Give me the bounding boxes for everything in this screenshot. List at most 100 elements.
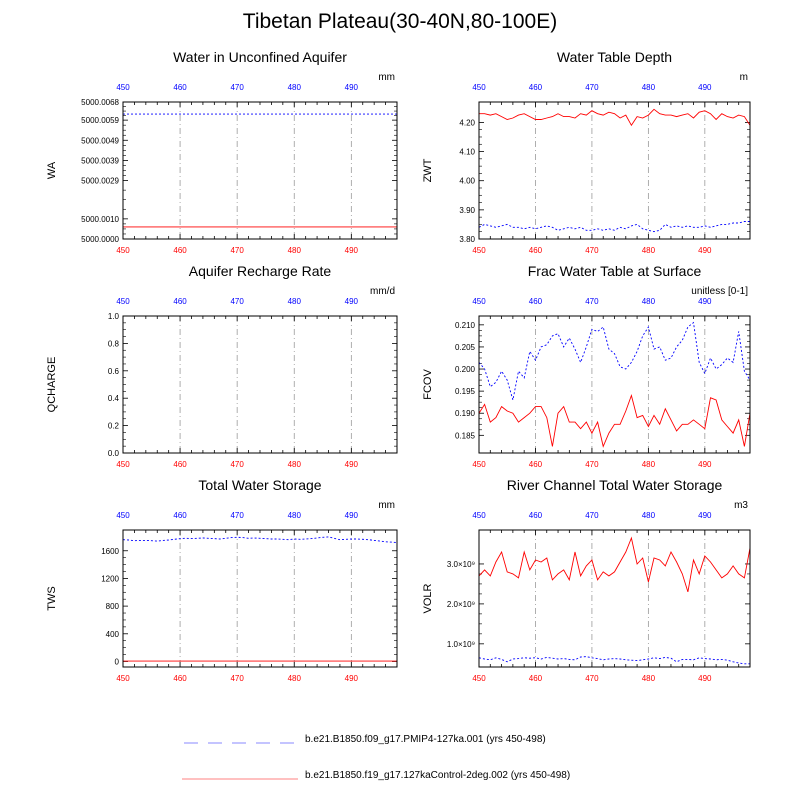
units-label: unitless [0-1] [691, 286, 748, 297]
x-tick-label-top: 470 [230, 83, 244, 92]
series-line-pmip [123, 536, 397, 543]
y-tick-label: 0.2 [108, 422, 120, 431]
x-tick-label-top: 480 [642, 83, 656, 92]
x-tick-label-top: 490 [698, 83, 712, 92]
plot-frame [478, 315, 751, 454]
x-tick-label-top: 460 [173, 297, 187, 306]
units-label: m3 [734, 500, 748, 511]
x-tick-label-bottom: 490 [698, 246, 712, 255]
x-tick-label-top: 490 [698, 297, 712, 306]
y-tick-label: 3.0×10⁹ [447, 560, 475, 569]
series-line-ctrl [479, 536, 750, 593]
legend-entry-pmip: b.e21.B1850.f09_g17.PMIP4-127ka.001 (yrs… [0, 732, 800, 752]
x-tick-label-bottom: 490 [698, 674, 712, 683]
x-tick-label-bottom: 470 [585, 460, 599, 469]
y-tick-label: 0.210 [455, 321, 476, 330]
x-tick-label-bottom: 450 [472, 674, 486, 683]
series-line-ctrl [479, 108, 750, 127]
panel-title: Aquifer Recharge Rate [189, 263, 332, 279]
y-tick-label: 0.190 [455, 409, 476, 418]
x-tick-label-bottom: 480 [642, 460, 656, 469]
y-tick-label: 0.185 [455, 431, 476, 440]
x-tick-label-top: 480 [288, 511, 302, 520]
y-tick-label: 0.8 [108, 339, 120, 348]
x-tick-label-bottom: 480 [642, 246, 656, 255]
x-tick-label-top: 490 [698, 511, 712, 520]
legend-entry-ctrl: b.e21.B1850.f19_g17.127kaControl-2deg.00… [0, 768, 800, 788]
y-tick-label: 0.195 [455, 387, 476, 396]
x-tick-label-top: 480 [288, 297, 302, 306]
x-tick-label-top: 460 [173, 83, 187, 92]
x-tick-label-top: 460 [529, 297, 543, 306]
y-axis-label: ZWT [422, 158, 434, 182]
panel-title: Water in Unconfined Aquifer [173, 49, 347, 65]
series-line-pmip [479, 221, 750, 233]
x-tick-label-top: 470 [585, 83, 599, 92]
units-label: mm/d [370, 286, 395, 297]
y-tick-label: 3.90 [459, 206, 475, 215]
x-tick-label-top: 470 [230, 511, 244, 520]
panel-title: Frac Water Table at Surface [528, 263, 702, 279]
plot-frame [478, 529, 751, 668]
panel-title: River Channel Total Water Storage [507, 477, 723, 493]
series-line-pmip [479, 321, 750, 401]
units-label: mm [378, 500, 395, 511]
x-tick-label-bottom: 470 [585, 674, 599, 683]
y-axis-label: TWS [46, 586, 58, 610]
units-label: m [740, 72, 748, 83]
legend-label-ctrl: b.e21.B1850.f19_g17.127kaControl-2deg.00… [305, 770, 571, 781]
y-tick-label: 1.0×10⁹ [447, 640, 475, 649]
x-tick-label-top: 450 [472, 511, 486, 520]
x-tick-label-bottom: 480 [288, 246, 302, 255]
y-axis-label: WA [46, 161, 58, 179]
x-tick-label-top: 460 [529, 511, 543, 520]
x-tick-label-top: 450 [116, 83, 130, 92]
x-tick-label-top: 460 [529, 83, 543, 92]
y-tick-label: 1600 [101, 547, 119, 556]
x-tick-label-bottom: 490 [345, 246, 359, 255]
series-line-pmip [479, 656, 750, 665]
x-tick-label-bottom: 460 [173, 246, 187, 255]
y-tick-label: 4.10 [459, 148, 475, 157]
x-tick-label-bottom: 460 [529, 246, 543, 255]
x-tick-label-top: 480 [642, 297, 656, 306]
x-tick-label-bottom: 480 [288, 674, 302, 683]
panel-volr: River Channel Total Water Storage m3 VOLR 4… [422, 477, 751, 683]
x-tick-label-bottom: 470 [230, 460, 244, 469]
x-tick-label-top: 480 [642, 511, 656, 520]
y-tick-label: 0.205 [455, 343, 476, 352]
x-tick-label-bottom: 450 [116, 460, 130, 469]
y-tick-label: 5000.0010 [81, 215, 119, 224]
legend-line-ctrl [182, 778, 298, 780]
x-tick-label-bottom: 450 [472, 246, 486, 255]
x-tick-label-top: 450 [116, 297, 130, 306]
x-tick-label-top: 490 [345, 297, 359, 306]
y-tick-label: 5000.0059 [81, 116, 119, 125]
x-tick-label-bottom: 480 [642, 674, 656, 683]
x-tick-label-top: 480 [288, 83, 302, 92]
y-tick-label: 5000.0000 [81, 235, 119, 244]
legend-label-pmip: b.e21.B1850.f09_g17.PMIP4-127ka.001 (yrs… [305, 734, 546, 745]
panel-qcharge: Aquifer Recharge Rate mm/d QCHARGE 450 450 46… [46, 263, 398, 469]
y-tick-label: 2.0×10⁹ [447, 600, 475, 609]
x-tick-label-top: 470 [585, 297, 599, 306]
panel-zwt: Water Table Depth m ZWT 450 450 460 460 470 470 4… [422, 49, 751, 255]
y-tick-label: 1.0 [108, 312, 120, 321]
units-label: mm [378, 72, 395, 83]
y-axis-label: VOLR [422, 583, 434, 613]
panel-tws: Total Water Storage mm TWS 450 450 460 460 470 4… [46, 477, 398, 683]
x-tick-label-top: 460 [173, 511, 187, 520]
x-tick-label-bottom: 470 [585, 246, 599, 255]
y-tick-label: 800 [106, 602, 120, 611]
figure-title: Tibetan Plateau(30-40N,80-100E) [242, 10, 558, 33]
x-tick-label-bottom: 460 [173, 460, 187, 469]
y-tick-label: 400 [106, 630, 120, 639]
x-tick-label-bottom: 450 [116, 674, 130, 683]
y-axis-label: FCOV [422, 369, 434, 400]
x-tick-label-bottom: 460 [173, 674, 187, 683]
y-tick-label: 4.00 [459, 177, 475, 186]
x-tick-label-top: 490 [345, 511, 359, 520]
legend-line-pmip [184, 742, 296, 744]
y-tick-label: 5000.0049 [81, 136, 119, 145]
